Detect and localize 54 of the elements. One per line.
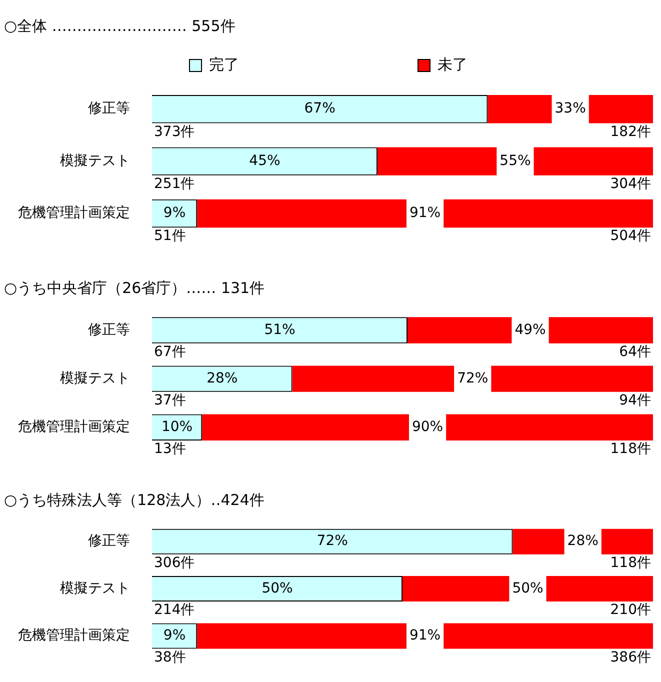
data-label: 50% <box>262 580 293 596</box>
legend-label: 未了 <box>438 55 468 74</box>
y-tick-label: 模擬テスト <box>60 152 130 169</box>
y-tick-label: 修正等 <box>88 533 130 550</box>
data-label: 45% <box>249 152 280 169</box>
y-tick-label: 模擬テスト <box>60 580 130 596</box>
annotation: 210件 <box>610 602 651 618</box>
data-label: 67% <box>304 100 336 117</box>
annotation: 214件 <box>154 602 195 618</box>
bar <box>202 414 653 440</box>
data-label: 49% <box>514 322 546 338</box>
y-tick-label: 修正等 <box>88 322 130 338</box>
annotation: 251件 <box>154 176 195 192</box>
bar <box>197 199 653 228</box>
annotation: 182件 <box>610 124 651 140</box>
annotation: 94件 <box>619 392 651 409</box>
chart-title: ○全体 ……………………… 555件 <box>4 16 236 35</box>
bar <box>197 623 653 649</box>
data-label: 72% <box>457 370 488 386</box>
y-tick-label: 危機管理計画策定 <box>18 418 130 435</box>
y-tick-label: 修正等 <box>88 100 130 117</box>
annotation: 64件 <box>619 344 651 360</box>
y-tick-label: 危機管理計画策定 <box>18 628 130 644</box>
annotation: 373件 <box>154 124 195 140</box>
data-label: 72% <box>316 533 348 550</box>
y-tick-label: 危機管理計画策定 <box>18 205 130 222</box>
annotation: 37件 <box>154 392 186 409</box>
data-label: 28% <box>206 370 238 386</box>
annotation: 504件 <box>610 228 651 244</box>
data-label: 51% <box>264 322 296 338</box>
annotation: 304件 <box>610 176 651 192</box>
data-label: 55% <box>500 152 531 169</box>
data-label: 91% <box>409 205 441 222</box>
data-label: 28% <box>567 533 598 550</box>
data-label: 90% <box>412 418 444 435</box>
annotation: 13件 <box>154 441 186 458</box>
data-label: 33% <box>554 100 586 117</box>
data-label: 9% <box>163 628 186 644</box>
bar <box>292 366 653 392</box>
annotation: 306件 <box>154 554 195 571</box>
annotation: 386件 <box>610 649 651 666</box>
y-tick-label: 模擬テスト <box>60 370 130 386</box>
data-label: 91% <box>409 628 441 644</box>
chart-title: ○うち特殊法人等（128法人）‥424件 <box>4 490 264 509</box>
data-label: 50% <box>512 580 544 596</box>
annotation: 118件 <box>610 441 651 458</box>
annotation: 118件 <box>610 554 651 571</box>
data-label: 10% <box>161 418 193 435</box>
legend-label: 完了 <box>209 55 404 74</box>
annotation: 67件 <box>154 344 186 360</box>
chart-title: ○うち中央省庁（26省庁）…… 131件 <box>4 278 265 297</box>
data-label: 9% <box>163 205 186 222</box>
annotation: 51件 <box>154 228 186 244</box>
annotation: 38件 <box>154 649 186 666</box>
